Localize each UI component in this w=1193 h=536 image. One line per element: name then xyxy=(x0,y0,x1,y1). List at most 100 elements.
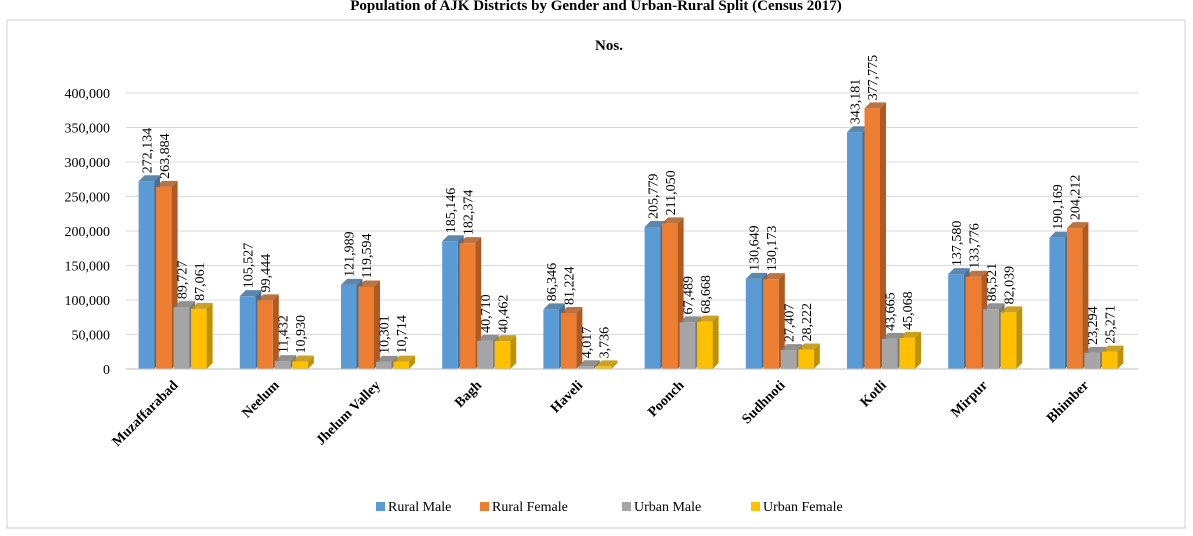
bar-bagh-urban-female xyxy=(494,335,517,369)
data-labels-layer: 272,134 263,884 89,727 87,061 105,527 99,444 1… xyxy=(140,55,1118,359)
bar-top xyxy=(578,360,600,367)
bar-side xyxy=(409,355,415,369)
data-label: 10,714 xyxy=(395,315,410,354)
data-label: 43,665 xyxy=(884,292,899,331)
bar-side xyxy=(1082,222,1089,369)
bar-bagh-rural-female xyxy=(459,237,482,369)
bar-side xyxy=(915,331,921,369)
data-label: 3,736 xyxy=(598,327,613,359)
bar-front xyxy=(983,309,999,369)
y-tick-label: 300,000 xyxy=(65,156,111,171)
bar-top xyxy=(965,270,988,277)
bar-top xyxy=(679,316,702,323)
data-label: 82,039 xyxy=(1002,266,1017,304)
bar-top xyxy=(798,343,820,350)
bar-front xyxy=(560,312,577,369)
bar-haveli-urban-female xyxy=(595,360,618,369)
data-label: 68,668 xyxy=(699,275,714,314)
bar-front xyxy=(191,308,207,369)
data-label: 133,776 xyxy=(967,223,982,269)
bar-top xyxy=(1084,346,1106,353)
legend: Rural Male Rural Female Urban Male Urban Fe… xyxy=(376,500,843,515)
bar-kotli-rural-female xyxy=(864,102,886,369)
bar-side xyxy=(510,335,517,369)
y-tick-label: 350,000 xyxy=(65,122,111,137)
bar-side xyxy=(778,273,785,369)
data-label: 137,580 xyxy=(950,221,965,267)
bar-top xyxy=(156,180,178,187)
bar-side xyxy=(576,306,583,369)
data-label: 99,444 xyxy=(259,254,274,293)
bar-top xyxy=(341,278,363,285)
bar-neelum-rural-female xyxy=(257,294,279,369)
bar-front xyxy=(882,338,898,369)
bar-top xyxy=(882,332,904,339)
bar-front xyxy=(948,274,964,369)
data-label: 105,527 xyxy=(242,243,257,288)
data-label: 67,489 xyxy=(681,276,696,315)
bar-side xyxy=(593,360,600,369)
bar-front xyxy=(442,241,458,369)
bar-top xyxy=(477,334,499,341)
bar-top xyxy=(948,268,970,275)
legend-label: Rural Female xyxy=(492,500,568,515)
bar-muzaffarabad-rural-female xyxy=(156,180,178,369)
data-label: 27,407 xyxy=(783,304,798,343)
bar-front xyxy=(393,361,409,369)
data-label: 89,727 xyxy=(175,261,190,300)
bar-front xyxy=(274,361,291,369)
bar-side xyxy=(307,355,314,369)
bar-front xyxy=(358,286,374,369)
data-label: 10,301 xyxy=(378,315,393,354)
bar-top xyxy=(644,221,667,228)
bar-sudhnoti-urban-female xyxy=(798,343,820,369)
bar-front xyxy=(679,322,696,369)
data-label: 119,594 xyxy=(360,233,375,278)
bar-top xyxy=(292,355,314,362)
legend-item-urban-female: Urban Female xyxy=(751,500,843,515)
bar-front xyxy=(780,350,797,369)
bar-front xyxy=(376,361,392,369)
bar-top xyxy=(1101,345,1124,352)
bar-front xyxy=(745,278,762,369)
bar-top xyxy=(376,355,398,362)
data-label: 40,710 xyxy=(479,294,494,333)
y-axis: 0 50,000 100,000 150,000 200,000 250,000 300,0… xyxy=(65,87,111,378)
bar-front xyxy=(697,321,713,369)
bar-haveli-rural-female xyxy=(560,306,583,369)
data-label: 343,181 xyxy=(849,79,864,125)
bar-top xyxy=(1049,231,1071,238)
bar-top xyxy=(763,273,785,280)
bar-muzaffarabad-urban-female xyxy=(191,302,213,369)
bar-front xyxy=(847,132,863,369)
legend-item-rural-male: Rural Male xyxy=(376,500,451,515)
bar-top xyxy=(358,280,380,287)
data-label: 28,222 xyxy=(800,303,815,342)
data-label: 25,271 xyxy=(1104,305,1119,344)
data-label: 185,146 xyxy=(444,188,459,234)
bar-top xyxy=(899,331,921,338)
data-label: 23,294 xyxy=(1086,306,1101,345)
bar-haveli-urban-male xyxy=(578,360,600,369)
bar-front xyxy=(864,108,880,369)
data-label: 86,346 xyxy=(545,263,560,302)
legend-label: Rural Male xyxy=(388,500,451,515)
bar-front xyxy=(578,366,594,369)
bar-front xyxy=(494,341,511,369)
data-label: 81,224 xyxy=(563,266,578,305)
data-label: 45,068 xyxy=(901,291,916,330)
bar-top xyxy=(274,355,297,362)
bar-front xyxy=(173,307,190,369)
bar-front xyxy=(1084,352,1100,369)
bar-poonch-urban-female xyxy=(697,315,719,369)
bar-front xyxy=(965,276,982,369)
bar-front xyxy=(543,309,559,369)
bar-front xyxy=(763,279,779,369)
bar-top xyxy=(173,301,196,308)
bar-side xyxy=(206,302,213,369)
legend-item-urban-male: Urban Male xyxy=(622,500,701,515)
bar-top xyxy=(1000,306,1023,313)
chart-frame xyxy=(6,19,1186,529)
bar-front xyxy=(662,223,678,369)
